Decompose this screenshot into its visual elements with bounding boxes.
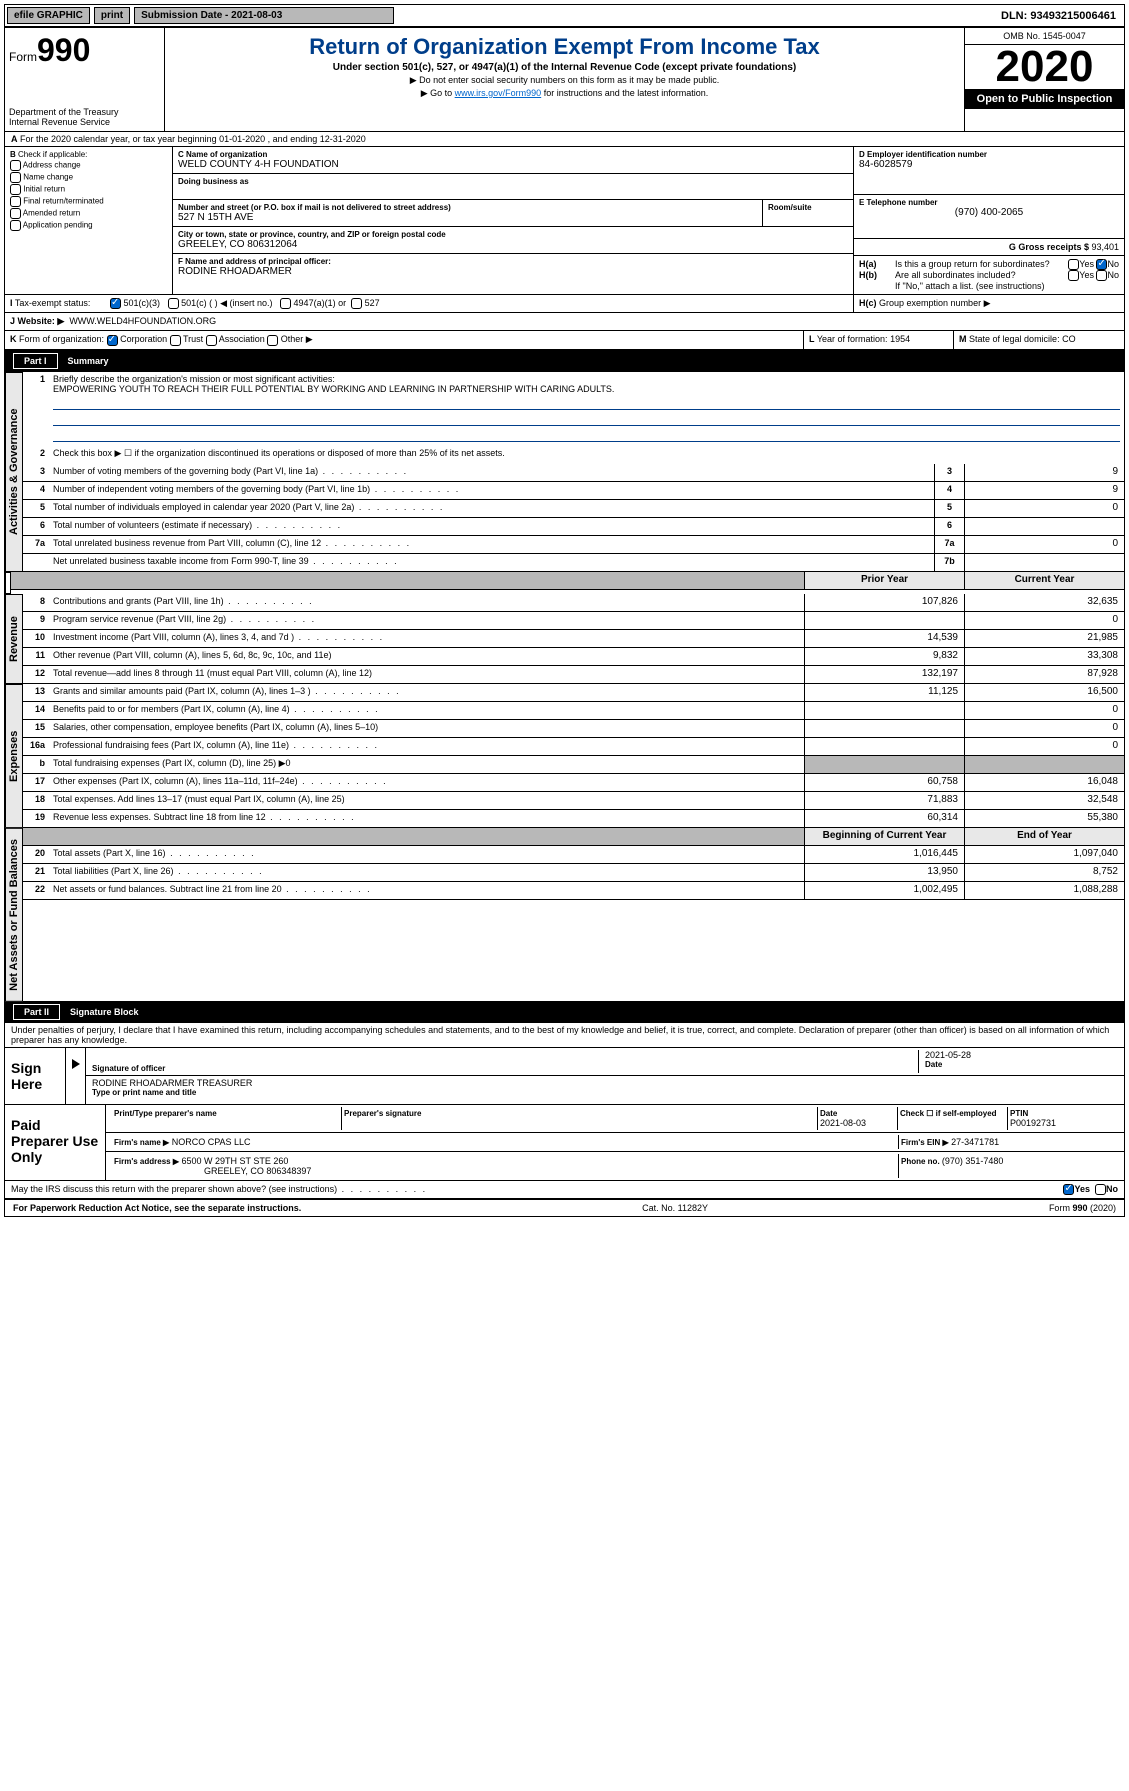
chk-initial[interactable]: Initial return xyxy=(10,184,167,195)
chk-corp[interactable] xyxy=(107,335,118,346)
check-applicable: B Check if applicable: Address change Na… xyxy=(5,147,173,294)
revenue-label: Revenue xyxy=(5,594,23,684)
form-subtitle: Under section 501(c), 527, or 4947(a)(1)… xyxy=(171,62,958,73)
efile-btn[interactable]: efile GRAPHIC xyxy=(7,7,90,24)
signer-name: RODINE RHOADARMER TREASURER xyxy=(92,1078,1118,1088)
state-domicile: CO xyxy=(1062,334,1076,344)
part1-header: Part ISummary xyxy=(5,350,1124,372)
line5-val: 0 xyxy=(964,500,1124,517)
org-address: 527 N 15TH AVE xyxy=(178,212,757,223)
firm-ein: 27-3471781 xyxy=(951,1137,999,1147)
chk-pending[interactable]: Application pending xyxy=(10,220,167,231)
org-city: GREELEY, CO 806312064 xyxy=(178,239,848,250)
form-number: Form990 xyxy=(9,32,160,69)
website: WWW.WELD4HFOUNDATION.ORG xyxy=(69,316,216,326)
chk-trust[interactable] xyxy=(170,335,181,346)
paid-preparer-label: Paid Preparer Use Only xyxy=(5,1105,105,1180)
chk-name[interactable]: Name change xyxy=(10,172,167,183)
line7a-val: 0 xyxy=(964,536,1124,553)
form-990-page: efile GRAPHIC print Submission Date - 20… xyxy=(4,4,1125,1217)
entity-block: B Check if applicable: Address change Na… xyxy=(5,147,1124,295)
line-a: A For the 2020 calendar year, or tax yea… xyxy=(5,132,1124,147)
chk-4947[interactable] xyxy=(280,298,291,309)
ein: 84-6028579 xyxy=(859,159,1119,170)
chk-assoc[interactable] xyxy=(206,335,217,346)
chk-final[interactable]: Final return/terminated xyxy=(10,196,167,207)
form-header: Form990 Department of the Treasury Inter… xyxy=(5,28,1124,132)
print-btn[interactable]: print xyxy=(94,7,130,24)
chk-501c3[interactable] xyxy=(110,298,121,309)
tax-exempt-lbl: I Tax-exempt status: xyxy=(5,295,105,312)
sign-here-label: Sign Here xyxy=(5,1048,65,1104)
line7b-val xyxy=(964,554,1124,571)
form-title: Return of Organization Exempt From Incom… xyxy=(171,34,958,60)
chk-amended[interactable]: Amended return xyxy=(10,208,167,219)
firm-name: NORCO CPAS LLC xyxy=(172,1137,251,1147)
firm-addr1: 6500 W 29TH ST STE 260 xyxy=(181,1156,288,1166)
officer-name: RODINE RHOADARMER xyxy=(178,266,848,277)
line6-val xyxy=(964,518,1124,535)
discuss-no[interactable] xyxy=(1095,1184,1106,1195)
activities-gov-label: Activities & Governance xyxy=(5,372,23,572)
top-bar: efile GRAPHIC print Submission Date - 20… xyxy=(5,5,1124,28)
form-note1: ▶ Do not enter social security numbers o… xyxy=(171,75,958,86)
open-public: Open to Public Inspection xyxy=(965,89,1124,109)
firm-phone: (970) 351-7480 xyxy=(942,1156,1004,1166)
perjury-text: Under penalties of perjury, I declare th… xyxy=(5,1023,1124,1048)
form-note2: ▶ Go to www.irs.gov/Form990 for instruct… xyxy=(171,88,958,99)
line3-val: 9 xyxy=(964,464,1124,481)
dept-treasury: Department of the Treasury Internal Reve… xyxy=(9,107,160,127)
chk-address[interactable]: Address change xyxy=(10,160,167,171)
chk-527[interactable] xyxy=(351,298,362,309)
gross-receipts: 93,401 xyxy=(1091,242,1119,252)
firm-addr2: GREELEY, CO 806348397 xyxy=(114,1166,311,1176)
phone: (970) 400-2065 xyxy=(859,207,1119,218)
dln: DLN: 93493215006461 xyxy=(993,8,1124,24)
org-name: WELD COUNTY 4-H FOUNDATION xyxy=(178,159,848,170)
tax-year: 2020 xyxy=(965,45,1124,89)
year-formation: 1954 xyxy=(890,334,910,344)
footer: For Paperwork Reduction Act Notice, see … xyxy=(5,1199,1124,1216)
chk-other[interactable] xyxy=(267,335,278,346)
blank-vert xyxy=(5,572,11,594)
netassets-label: Net Assets or Fund Balances xyxy=(5,828,23,1002)
ptin: P00192731 xyxy=(1010,1118,1116,1128)
expenses-label: Expenses xyxy=(5,684,23,828)
irs-link[interactable]: www.irs.gov/Form990 xyxy=(455,88,542,98)
discuss-yes[interactable] xyxy=(1063,1184,1074,1195)
line4-val: 9 xyxy=(964,482,1124,499)
mission-text: EMPOWERING YOUTH TO REACH THEIR FULL POT… xyxy=(53,384,614,394)
chk-501c[interactable] xyxy=(168,298,179,309)
part2-header: Part IISignature Block xyxy=(5,1001,1124,1023)
tax-exempt-opts: 501(c)(3) 501(c) ( ) ◀ (insert no.) 4947… xyxy=(105,295,854,312)
submission-btn[interactable]: Submission Date - 2021-08-03 xyxy=(134,7,394,24)
discuss-row: May the IRS discuss this return with the… xyxy=(5,1181,1124,1199)
sign-arrow-icon xyxy=(72,1059,80,1069)
